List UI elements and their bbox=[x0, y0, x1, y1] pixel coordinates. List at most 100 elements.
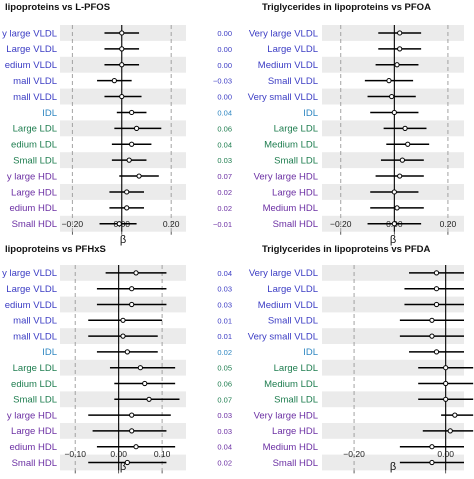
category-label: Very small VLDL bbox=[248, 331, 318, 342]
point-estimate bbox=[394, 205, 400, 211]
point-estimate bbox=[116, 221, 122, 227]
point-estimate bbox=[447, 428, 453, 434]
forest-panel-2: Triglycerides in lipoproteins vs PFOA −0.… bbox=[248, 2, 464, 246]
point-estimate bbox=[433, 286, 440, 292]
point-estimate bbox=[136, 173, 142, 179]
category-label: edium LDL bbox=[11, 379, 57, 390]
point-estimate bbox=[433, 301, 440, 308]
point-estimate bbox=[443, 380, 449, 387]
point-estimate bbox=[111, 78, 117, 84]
forest-panel-1: lipoproteins vs L-PFOS −0.20 0.00 0.20 β y la… bbox=[2, 2, 232, 246]
category-label: Large LDL bbox=[13, 124, 57, 135]
category-label: Small HDL bbox=[273, 219, 318, 230]
x-tick-label: 0.00 bbox=[437, 449, 454, 459]
x-axis-label: β bbox=[390, 461, 396, 473]
estimate-value-label: 0.02 bbox=[217, 204, 232, 213]
category-label: Very large HDL bbox=[254, 410, 318, 421]
point-estimate bbox=[133, 270, 139, 276]
estimate-value-label: 0.01 bbox=[217, 316, 232, 325]
category-label: Medium LDL bbox=[264, 379, 318, 390]
row-stripe bbox=[322, 454, 464, 471]
estimate-value-label: 0.02 bbox=[217, 348, 232, 357]
category-label: mall VLDL bbox=[13, 331, 57, 342]
estimate-value-label: 0.04 bbox=[217, 269, 232, 278]
category-label: Small VLDL bbox=[268, 76, 318, 87]
estimate-value-label: 0.05 bbox=[217, 364, 232, 373]
forest-panel-3: lipoproteins vs PFHxS −0.10 0.00 0.10 β y lar… bbox=[2, 244, 232, 474]
point-estimate bbox=[133, 444, 139, 450]
category-label: Large VLDL bbox=[6, 284, 57, 295]
point-estimate bbox=[129, 141, 135, 147]
category-label: Medium LDL bbox=[264, 140, 318, 151]
point-estimate bbox=[137, 365, 143, 371]
point-estimate bbox=[119, 93, 125, 100]
point-estimate bbox=[386, 78, 392, 84]
category-label: Very large VLDL bbox=[249, 268, 318, 279]
row-stripe bbox=[322, 265, 464, 281]
category-label: edium HDL bbox=[9, 203, 57, 214]
point-estimate bbox=[146, 396, 152, 402]
row-stripe bbox=[322, 328, 464, 344]
category-label: Small HDL bbox=[12, 219, 57, 230]
row-stripe bbox=[322, 391, 464, 408]
category-label: Medium VLDL bbox=[258, 60, 318, 71]
estimate-value-label: 0.07 bbox=[217, 172, 232, 181]
category-label: mall VLDL bbox=[13, 92, 57, 103]
point-estimate bbox=[120, 333, 126, 339]
category-label: Medium HDL bbox=[263, 203, 318, 214]
estimate-value-label: 0.06 bbox=[217, 124, 232, 133]
estimate-value-label: 0.00 bbox=[217, 93, 232, 102]
estimate-value-label: 0.04 bbox=[217, 108, 232, 117]
point-estimate bbox=[129, 301, 135, 308]
x-tick-label: 0.20 bbox=[440, 219, 457, 229]
category-label: IDL bbox=[42, 347, 57, 358]
category-label: mall VLDL bbox=[13, 76, 57, 87]
category-label: Large LDL bbox=[13, 363, 57, 374]
point-estimate bbox=[124, 459, 130, 466]
point-estimate bbox=[397, 46, 403, 52]
estimate-value-label: 0.01 bbox=[217, 332, 232, 341]
point-estimate bbox=[433, 270, 440, 276]
category-label: Medium VLDL bbox=[258, 300, 318, 311]
category-label: edium HDL bbox=[9, 442, 57, 453]
x-tick-label: −0.20 bbox=[330, 219, 352, 229]
point-estimate bbox=[397, 173, 403, 179]
category-label: Medium HDL bbox=[263, 442, 318, 453]
category-label: y large VLDL bbox=[2, 28, 57, 39]
x-axis-label: β bbox=[390, 234, 396, 246]
estimate-value-label: 0.03 bbox=[217, 156, 232, 165]
point-estimate bbox=[124, 349, 130, 355]
point-estimate bbox=[126, 157, 132, 163]
category-label: edium VLDL bbox=[5, 300, 57, 311]
point-estimate bbox=[452, 412, 458, 418]
estimate-value-label: 0.02 bbox=[217, 188, 232, 197]
forest-panel-4: Triglycerides in lipoproteins vs PFDA −0.… bbox=[248, 244, 474, 474]
row-stripe bbox=[322, 423, 464, 439]
x-tick-label: 0.20 bbox=[163, 219, 180, 229]
panel-title: lipoproteins vs L-PFOS bbox=[5, 2, 110, 13]
point-estimate bbox=[399, 157, 405, 163]
category-label: IDL bbox=[303, 347, 318, 358]
category-label: Small HDL bbox=[12, 458, 57, 469]
point-estimate bbox=[129, 109, 135, 116]
category-label: Large VLDL bbox=[267, 44, 318, 55]
category-label: y large HDL bbox=[7, 171, 57, 182]
category-label: y large VLDL bbox=[2, 268, 57, 279]
estimate-value-label: 0.04 bbox=[217, 443, 232, 452]
panel-title: Triglycerides in lipoproteins vs PFOA bbox=[262, 2, 431, 13]
x-tick-label: 0.10 bbox=[154, 449, 171, 459]
point-estimate bbox=[129, 286, 135, 292]
category-label: y large HDL bbox=[7, 410, 57, 421]
category-label: Large VLDL bbox=[267, 284, 318, 295]
estimate-value-label: 0.03 bbox=[217, 411, 232, 420]
category-label: Very large HDL bbox=[254, 171, 318, 182]
category-label: Large VLDL bbox=[6, 44, 57, 55]
estimate-value-label: 0.04 bbox=[217, 140, 232, 149]
estimate-value-label: 0.00 bbox=[217, 45, 232, 54]
x-tick-label: 0.00 bbox=[110, 449, 127, 459]
point-estimate bbox=[405, 141, 411, 147]
category-label: Small LDL bbox=[274, 155, 318, 166]
estimate-value-label: 0.07 bbox=[217, 395, 232, 404]
category-label: Large LDL bbox=[274, 363, 318, 374]
